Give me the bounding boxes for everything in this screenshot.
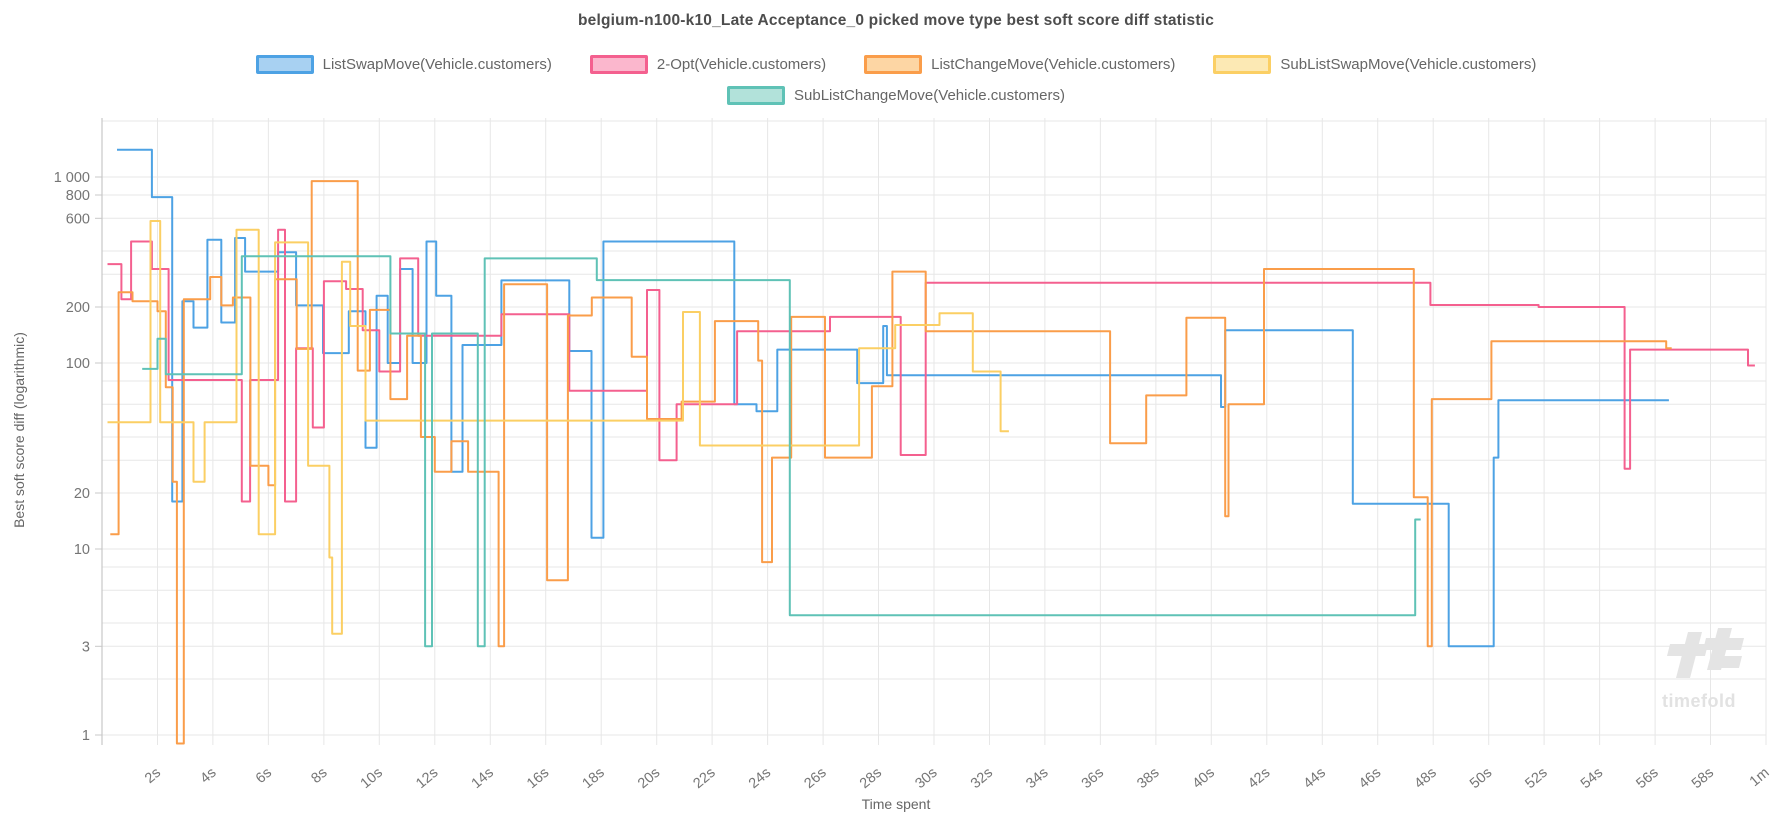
- svg-text:10s: 10s: [358, 765, 386, 792]
- svg-text:40s: 40s: [1190, 765, 1218, 792]
- svg-text:26s: 26s: [801, 765, 829, 792]
- legend-swatch: [255, 55, 314, 74]
- svg-text:48s: 48s: [1412, 765, 1440, 792]
- legend-item-5[interactable]: SubListChangeMove(Vehicle.customers): [727, 86, 1065, 105]
- legend-swatch: [864, 55, 923, 74]
- svg-text:52s: 52s: [1522, 765, 1550, 792]
- svg-text:20s: 20s: [635, 765, 663, 792]
- svg-text:44s: 44s: [1301, 765, 1329, 792]
- svg-text:38s: 38s: [1134, 765, 1162, 792]
- svg-text:42s: 42s: [1245, 765, 1273, 792]
- legend-item-1[interactable]: ListSwapMove(Vehicle.customers): [255, 55, 552, 74]
- svg-text:36s: 36s: [1079, 765, 1107, 792]
- svg-text:30s: 30s: [912, 765, 940, 792]
- legend-row-1: ListSwapMove(Vehicle.customers) 2-Opt(Veh…: [0, 55, 1792, 74]
- watermark-label: timefold: [1662, 691, 1736, 711]
- svg-text:14s: 14s: [469, 765, 497, 792]
- timefold-logo-icon: [1667, 628, 1744, 678]
- svg-text:16s: 16s: [524, 765, 552, 792]
- legend-item-2[interactable]: 2-Opt(Vehicle.customers): [589, 55, 827, 74]
- svg-text:12s: 12s: [413, 765, 441, 792]
- x-axis-title: Time spent: [861, 796, 931, 812]
- svg-text:34s: 34s: [1023, 765, 1051, 792]
- legend-label: SubListChangeMove(Vehicle.customers): [794, 87, 1065, 104]
- legend-swatch: [1213, 55, 1272, 74]
- svg-text:1: 1: [82, 728, 90, 744]
- svg-text:20: 20: [74, 486, 90, 502]
- svg-text:24s: 24s: [746, 765, 774, 792]
- svg-text:3: 3: [82, 639, 90, 655]
- chart-title: belgium-n100-k10_Late Acceptance_0 picke…: [577, 12, 1215, 29]
- legend-swatch: [727, 86, 786, 105]
- svg-text:6s: 6s: [253, 765, 275, 787]
- svg-text:800: 800: [66, 188, 90, 204]
- svg-text:200: 200: [66, 300, 90, 316]
- legend-item-3[interactable]: ListChangeMove(Vehicle.customers): [864, 55, 1175, 74]
- svg-text:28s: 28s: [857, 765, 885, 792]
- legend-swatch: [589, 55, 648, 74]
- timefold-watermark: timefold: [1662, 626, 1772, 712]
- legend-row-2: SubListChangeMove(Vehicle.customers): [0, 86, 1792, 105]
- legend-item-4[interactable]: SubListSwapMove(Vehicle.customers): [1213, 55, 1536, 74]
- svg-text:10: 10: [74, 542, 90, 558]
- svg-text:18s: 18s: [580, 765, 608, 792]
- svg-text:1m: 1m: [1747, 765, 1773, 790]
- svg-text:600: 600: [66, 211, 90, 227]
- svg-text:32s: 32s: [968, 765, 996, 792]
- svg-text:22s: 22s: [690, 765, 718, 792]
- svg-text:58s: 58s: [1689, 765, 1717, 792]
- legend-label: SubListSwapMove(Vehicle.customers): [1280, 56, 1537, 73]
- y-axis-title: Best soft score diff (logarithmic): [11, 332, 27, 528]
- svg-text:56s: 56s: [1633, 765, 1661, 792]
- legend-label: 2-Opt(Vehicle.customers): [656, 56, 827, 73]
- svg-text:1 000: 1 000: [54, 170, 90, 186]
- legend-label: ListChangeMove(Vehicle.customers): [931, 56, 1176, 73]
- svg-text:100: 100: [66, 356, 90, 372]
- svg-text:8s: 8s: [308, 765, 330, 787]
- svg-text:50s: 50s: [1467, 765, 1495, 792]
- svg-text:4s: 4s: [197, 765, 219, 787]
- svg-text:54s: 54s: [1578, 765, 1606, 792]
- svg-text:46s: 46s: [1356, 765, 1384, 792]
- svg-text:2s: 2s: [142, 765, 164, 787]
- legend-label: ListSwapMove(Vehicle.customers): [322, 56, 552, 73]
